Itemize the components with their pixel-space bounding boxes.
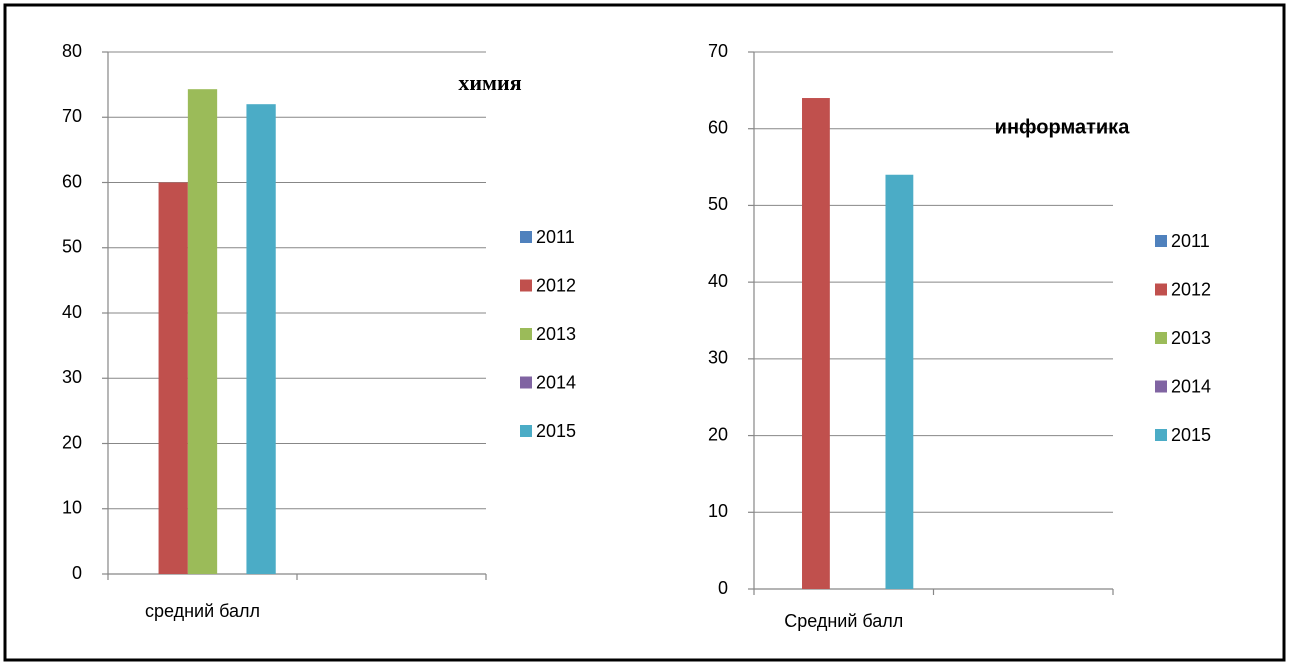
legend-swatch	[1155, 429, 1167, 441]
legend-swatch	[520, 376, 532, 389]
y-tick-label: 30	[62, 367, 82, 387]
y-tick-label: 0	[72, 563, 82, 583]
legend-swatch	[520, 425, 532, 437]
bar	[802, 98, 830, 590]
legend-swatch	[1155, 235, 1167, 247]
frame-border	[3, 3, 1286, 662]
chart-title: химия	[458, 70, 521, 95]
x-tick-label: средний балл	[145, 601, 260, 621]
y-tick-label: 80	[62, 41, 82, 61]
bar	[158, 182, 188, 574]
y-tick-label: 50	[62, 237, 82, 257]
bar	[885, 174, 914, 589]
y-tick-label: 70	[62, 106, 82, 126]
x-tick-label: Средний балл	[784, 611, 903, 631]
y-tick-label: 20	[708, 424, 728, 444]
y-tick-label: 40	[62, 302, 82, 322]
y-tick-label: 10	[62, 498, 82, 518]
legend-label: 2011	[1171, 231, 1210, 251]
legend-swatch	[1155, 332, 1167, 344]
y-tick-label: 50	[708, 194, 728, 214]
y-tick-label: 60	[708, 117, 728, 137]
legend-label: 2012	[536, 275, 576, 295]
legend-label: 2015	[536, 421, 576, 441]
legend-label: 2013	[536, 324, 576, 344]
legend-label: 2011	[536, 227, 575, 247]
legend-label: 2013	[1171, 328, 1211, 348]
legend-swatch	[1155, 283, 1167, 296]
y-tick-label: 10	[708, 501, 728, 521]
legend-swatch	[520, 231, 532, 243]
legend-swatch	[520, 328, 532, 340]
y-tick-label: 40	[708, 271, 728, 291]
legend-swatch	[520, 279, 532, 292]
legend-label: 2014	[1171, 376, 1211, 396]
y-tick-label: 70	[708, 41, 728, 61]
legend-label: 2014	[536, 372, 576, 392]
chart-title: информатика	[995, 116, 1131, 138]
legend-swatch	[1155, 380, 1167, 393]
y-tick-label: 60	[62, 171, 82, 191]
legend-label: 2015	[1171, 425, 1211, 445]
y-tick-label: 0	[718, 578, 728, 598]
legend-label: 2012	[1171, 279, 1211, 299]
bar	[246, 104, 276, 574]
y-tick-label: 30	[708, 348, 728, 368]
bar	[187, 89, 218, 574]
y-tick-label: 20	[62, 432, 82, 452]
